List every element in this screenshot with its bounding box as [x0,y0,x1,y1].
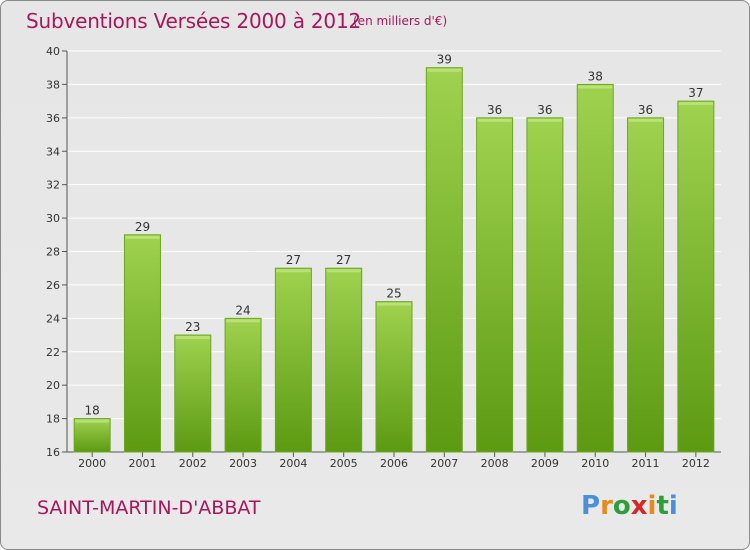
bar[interactable] [476,117,514,453]
x-tick-label: 2004 [279,457,307,470]
x-tick-label: 2010 [581,457,609,470]
y-tick-label: 36 [46,112,60,125]
bar-highlight [326,269,361,273]
bar-highlight [427,68,462,72]
y-tick-label: 18 [46,413,60,426]
data-label: 36 [537,103,552,117]
y-tick-label: 20 [46,379,60,392]
data-label: 38 [588,69,603,83]
data-label: 24 [235,303,250,317]
proxiti-logo[interactable]: Proxiti [581,491,678,521]
logo-letter: t [656,491,669,521]
data-label: 39 [437,53,452,67]
data-label: 27 [286,253,301,267]
bar-highlight [527,118,562,122]
bar[interactable] [73,418,111,453]
bar[interactable] [526,117,564,453]
logo-letter: i [668,491,678,521]
data-label: 18 [85,404,100,418]
bar-highlight [125,235,160,239]
logo-letter: o [612,491,631,521]
bar[interactable] [224,317,262,453]
data-label: 36 [487,103,502,117]
y-tick-label: 24 [46,312,60,325]
x-tick-label: 2009 [531,457,559,470]
bar-highlight [477,118,512,122]
y-tick-label: 32 [46,179,60,192]
data-label: 36 [638,103,653,117]
data-label: 27 [336,253,351,267]
data-label: 29 [135,220,150,234]
y-tick-label: 30 [46,212,60,225]
bar[interactable] [274,267,312,453]
bar-highlight [276,269,311,273]
bar-highlight [678,102,713,106]
x-tick-label: 2012 [682,457,710,470]
commune-name: SAINT-MARTIN-D'ABBAT [37,497,261,519]
x-tick-label: 2001 [128,457,156,470]
logo-letter: r [600,491,613,521]
bar[interactable] [325,267,363,453]
y-tick-label: 34 [46,145,60,158]
bar[interactable] [627,117,665,453]
bar[interactable] [677,100,715,453]
data-label: 37 [688,86,703,100]
data-label: 23 [185,320,200,334]
bar[interactable] [425,67,463,453]
x-tick-label: 2007 [430,457,458,470]
bar-highlight [226,319,261,323]
x-tick-label: 2000 [78,457,106,470]
y-tick-label: 28 [46,246,60,259]
bar-highlight [75,419,110,423]
y-tick-label: 40 [46,45,60,58]
logo-letter: i [647,491,657,521]
x-tick-label: 2002 [179,457,207,470]
bar-highlight [377,302,411,306]
logo-letter: x [630,491,648,521]
logo-letter: P [581,491,601,521]
bar[interactable] [375,301,413,453]
y-tick-label: 16 [46,446,60,459]
bar-highlight [578,85,613,89]
bar[interactable] [174,334,212,453]
chart-title: Subventions Versées 2000 à 2012 [26,9,362,33]
bar-highlight [628,118,663,122]
x-tick-label: 2003 [229,457,257,470]
y-tick-label: 38 [46,78,60,91]
x-tick-label: 2006 [380,457,408,470]
y-tick-label: 22 [46,346,60,359]
chart-unit: (en milliers d'€) [353,14,448,28]
bar[interactable] [123,234,161,453]
x-tick-label: 2008 [481,457,509,470]
y-tick-label: 26 [46,279,60,292]
bar-highlight [175,336,210,340]
x-tick-label: 2011 [632,457,660,470]
data-label: 25 [386,287,401,301]
x-tick-label: 2005 [330,457,358,470]
bar[interactable] [576,83,614,453]
